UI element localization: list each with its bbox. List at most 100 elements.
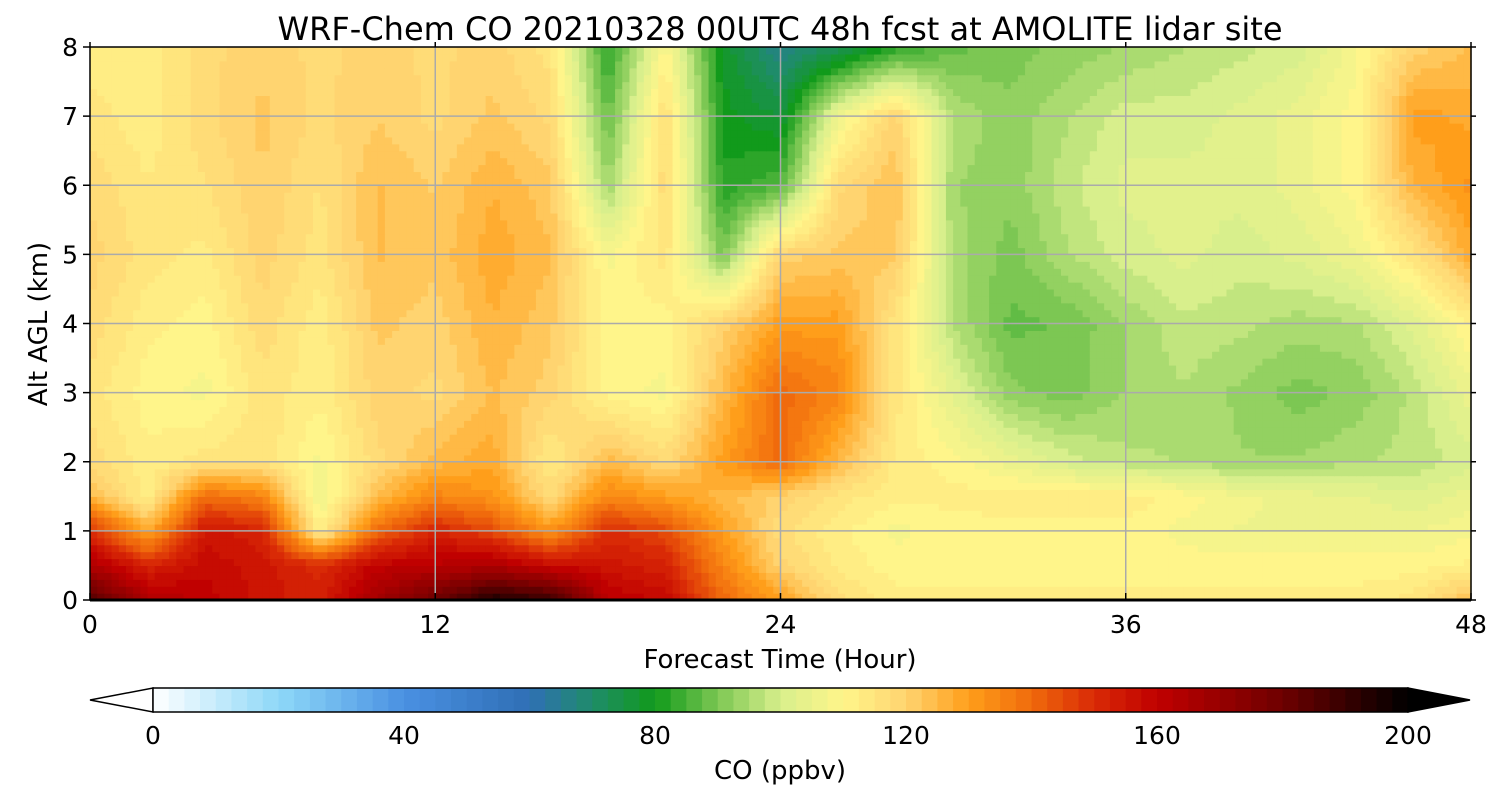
heatmap-cell (744, 544, 753, 553)
heatmap-cell (1111, 461, 1120, 470)
heatmap-cell (1233, 475, 1242, 484)
heatmap-cell (629, 530, 638, 539)
heatmap-cell (823, 530, 832, 539)
heatmap-cell (1377, 454, 1386, 463)
heatmap-cell (744, 565, 753, 573)
heatmap-cell (874, 468, 882, 477)
heatmap-cell (1168, 593, 1177, 601)
heatmap-cell (1269, 468, 1278, 477)
heatmap-cell (442, 454, 451, 463)
heatmap-cell (651, 565, 659, 573)
heatmap-cell (406, 441, 415, 449)
heatmap-cell (1161, 544, 1170, 553)
heatmap-cell (715, 530, 724, 539)
heatmap-cell (507, 475, 515, 484)
heatmap-cell (384, 537, 393, 546)
heatmap-cell (356, 441, 364, 449)
heatmap-cell (291, 510, 300, 518)
heatmap-cell (1305, 523, 1314, 532)
heatmap-cell (327, 565, 336, 573)
heatmap-cell (377, 593, 386, 601)
heatmap-cell (658, 447, 667, 456)
heatmap-cell (1204, 593, 1213, 601)
heatmap-cell (499, 503, 508, 511)
heatmap-cell (1197, 586, 1206, 594)
heatmap-cell (298, 447, 307, 456)
heatmap-cell (924, 482, 933, 490)
heatmap-cell (1384, 537, 1393, 546)
heatmap-cell (571, 482, 580, 490)
heatmap-cell (607, 579, 616, 587)
heatmap-cell (499, 496, 508, 504)
heatmap-cell (90, 496, 98, 504)
heatmap-cell (794, 510, 803, 518)
heatmap-cell (1039, 572, 1048, 580)
heatmap-cell (945, 475, 954, 484)
heatmap-cell (881, 503, 889, 511)
heatmap-cell (1355, 517, 1364, 525)
heatmap-cell (557, 447, 566, 456)
heatmap-cell (1061, 593, 1069, 601)
heatmap-cell (169, 558, 177, 567)
heatmap-cell (1082, 447, 1091, 456)
heatmap-cell (643, 510, 652, 518)
heatmap-cell (1111, 482, 1120, 490)
heatmap-cell (1111, 572, 1120, 580)
heatmap-cell (830, 441, 839, 449)
heatmap-cell (1025, 572, 1033, 580)
heatmap-cell (1190, 427, 1199, 435)
heatmap-cell (1399, 586, 1407, 594)
heatmap-cell (205, 593, 213, 601)
heatmap-cell (1212, 565, 1220, 573)
heatmap-cell (1363, 510, 1371, 518)
heatmap-cell (1312, 482, 1321, 490)
heatmap-cell (90, 530, 98, 539)
heatmap-cell (607, 558, 616, 567)
heatmap-cell (960, 496, 969, 504)
heatmap-cell (802, 503, 810, 511)
heatmap-cell (1377, 579, 1386, 587)
heatmap-cell (953, 427, 961, 435)
heatmap-cell (701, 510, 710, 518)
heatmap-cell (413, 565, 422, 573)
heatmap-cell (989, 565, 997, 573)
heatmap-cell (528, 420, 537, 428)
heatmap-cell (1233, 537, 1242, 546)
heatmap-cell (1226, 468, 1235, 477)
heatmap-cell (528, 434, 537, 442)
heatmap-cell (981, 420, 990, 428)
heatmap-cell (1255, 427, 1264, 435)
heatmap-cell (1355, 586, 1364, 594)
heatmap-cell (571, 510, 580, 518)
heatmap-cell (1427, 510, 1436, 518)
heatmap-cell (528, 544, 537, 553)
heatmap-cell (312, 468, 321, 477)
heatmap-cell (219, 482, 228, 490)
heatmap-cell (960, 427, 969, 435)
heatmap-cell (1391, 530, 1400, 539)
heatmap-cell (90, 468, 98, 477)
heatmap-cell (571, 572, 580, 580)
heatmap-cell (579, 503, 587, 511)
heatmap-cell (866, 420, 875, 428)
heatmap-cell (435, 427, 444, 435)
heatmap-cell (140, 579, 149, 587)
heatmap-cell (758, 482, 767, 490)
heatmap-cell (586, 447, 595, 456)
heatmap-cell (730, 510, 738, 518)
heatmap-cell (90, 544, 98, 553)
heatmap-cell (550, 544, 559, 553)
heatmap-cell (219, 468, 228, 477)
heatmap-cell (996, 482, 1005, 490)
heatmap-cell (1183, 523, 1192, 532)
heatmap-cell (758, 544, 767, 553)
heatmap-cell (535, 517, 544, 525)
heatmap-cell (284, 586, 292, 594)
heatmap-cell (967, 572, 976, 580)
heatmap-cell (895, 510, 904, 518)
heatmap-cell (802, 434, 810, 442)
heatmap-cell (435, 454, 444, 463)
heatmap-cell (866, 523, 875, 532)
heatmap-cell (420, 517, 429, 525)
heatmap-cell (744, 510, 753, 518)
